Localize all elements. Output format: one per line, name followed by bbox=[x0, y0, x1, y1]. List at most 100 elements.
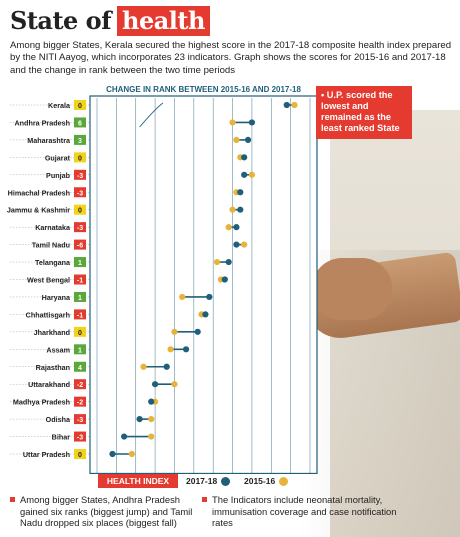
state-label: Punjab bbox=[46, 171, 71, 180]
rank-change-label: 1 bbox=[78, 295, 82, 302]
legend-dot-2015 bbox=[279, 476, 289, 486]
rank-change-label: -2 bbox=[77, 400, 83, 407]
rank-change-label: -1 bbox=[77, 312, 83, 319]
rank-change-badge bbox=[74, 309, 86, 320]
point-2015 bbox=[241, 241, 248, 248]
rank-change-label: -3 bbox=[77, 190, 83, 197]
point-2015 bbox=[148, 416, 155, 423]
point-2017 bbox=[241, 154, 248, 161]
rank-change-badge bbox=[74, 274, 86, 285]
state-label: West Bengal bbox=[27, 276, 70, 285]
state-label: Maharashtra bbox=[27, 136, 71, 145]
point-2015 bbox=[229, 206, 236, 213]
point-2015 bbox=[128, 450, 135, 458]
point-2017 bbox=[248, 119, 256, 126]
state-label: Uttarakhand bbox=[28, 380, 70, 389]
title-accent: health bbox=[117, 6, 210, 36]
point-2017 bbox=[148, 398, 155, 405]
rank-change-badge bbox=[74, 344, 86, 355]
state-label: Telangana bbox=[35, 258, 71, 267]
point-2015 bbox=[233, 136, 240, 143]
point-2017 bbox=[202, 311, 209, 318]
state-label: Kerala bbox=[48, 101, 71, 110]
doctor-hand-photo bbox=[312, 258, 392, 320]
point-2015 bbox=[148, 433, 155, 440]
rank-change-badge bbox=[74, 257, 86, 268]
note-1: Among bigger States, Andhra Pradesh gain… bbox=[20, 494, 193, 528]
state-label: Himachal Pradesh bbox=[8, 188, 70, 197]
point-2017 bbox=[237, 206, 244, 213]
state-label: Uttar Pradesh bbox=[23, 450, 70, 459]
rank-change-label: 0 bbox=[78, 103, 82, 110]
rank-change-badge bbox=[74, 379, 86, 390]
point-2017 bbox=[237, 189, 244, 196]
point-2017 bbox=[225, 258, 232, 266]
point-2015 bbox=[167, 346, 174, 353]
point-2017 bbox=[182, 346, 190, 353]
point-2017 bbox=[151, 381, 159, 388]
state-label: Odisha bbox=[46, 415, 71, 424]
state-label: Andhra Pradesh bbox=[14, 118, 70, 127]
rank-change-label: -2 bbox=[77, 382, 83, 389]
point-2017 bbox=[233, 224, 240, 231]
point-2015 bbox=[225, 224, 232, 231]
point-2017 bbox=[194, 328, 201, 335]
point-2017 bbox=[163, 363, 170, 370]
legend-dot-2017 bbox=[221, 476, 231, 486]
state-label: Chhattisgarh bbox=[26, 310, 70, 319]
rank-change-badge bbox=[74, 204, 86, 215]
point-2017 bbox=[283, 101, 290, 109]
rank-change-label: -1 bbox=[77, 278, 83, 285]
page-subtitle: Among bigger States, Kerala secured the … bbox=[10, 40, 452, 76]
point-2017 bbox=[221, 276, 228, 283]
state-label: Karnataka bbox=[35, 223, 71, 232]
callout-arrow bbox=[139, 102, 164, 128]
state-label: Jammu & Kashmir bbox=[7, 206, 70, 215]
rank-change-badge bbox=[74, 152, 86, 163]
rank-change-label: -3 bbox=[77, 435, 83, 442]
rank-change-label: -6 bbox=[77, 243, 83, 250]
dumbbell-chart: CHANGE IN RANK BETWEEN 2015-16 AND 2017-… bbox=[7, 85, 318, 474]
rank-change-label: -3 bbox=[77, 417, 83, 424]
rank-change-badge bbox=[74, 169, 86, 180]
callout-bullet: • bbox=[321, 90, 327, 100]
point-2017 bbox=[233, 241, 240, 248]
state-label: Haryana bbox=[42, 293, 71, 302]
point-2017 bbox=[109, 450, 116, 458]
state-label: Bihar bbox=[52, 433, 71, 442]
note-bullet-2 bbox=[202, 497, 207, 502]
point-2015 bbox=[171, 328, 178, 335]
page-title: State of health bbox=[10, 6, 210, 36]
rank-change-badge bbox=[74, 117, 86, 128]
point-2017 bbox=[206, 293, 213, 301]
point-2015 bbox=[171, 381, 178, 388]
rank-change-label: 6 bbox=[78, 120, 82, 127]
point-2015 bbox=[179, 293, 186, 301]
rank-change-badge bbox=[74, 222, 86, 233]
rank-change-badge bbox=[74, 187, 86, 198]
legend-item-2015: 2015-16 bbox=[244, 474, 289, 488]
rank-change-badge bbox=[74, 431, 86, 442]
legend-item-2017: 2017-18 bbox=[186, 474, 231, 488]
point-2015 bbox=[248, 171, 256, 178]
legend-text-2015: 2015-16 bbox=[244, 476, 276, 486]
rank-change-badge bbox=[74, 414, 86, 425]
state-label: Tamil Nadu bbox=[32, 241, 70, 250]
rank-change-label: 0 bbox=[78, 452, 82, 459]
legend-label: HEALTH INDEX bbox=[98, 474, 178, 488]
point-2015 bbox=[229, 119, 236, 126]
rank-change-label: 3 bbox=[78, 138, 82, 145]
rank-change-label: 0 bbox=[78, 155, 82, 162]
rank-change-badge bbox=[74, 449, 86, 459]
point-2015 bbox=[140, 363, 147, 370]
rank-change-badge bbox=[74, 134, 86, 145]
callout-box: • U.P. scored the lowest and remained as… bbox=[316, 86, 412, 139]
note-bullet-1 bbox=[10, 497, 15, 502]
point-2017 bbox=[136, 416, 143, 423]
point-2015 bbox=[291, 101, 298, 109]
rank-change-badge bbox=[74, 100, 86, 110]
state-label: Assam bbox=[46, 345, 70, 354]
state-label: Rajasthan bbox=[36, 363, 70, 372]
callout-text: U.P. scored the lowest and remained as t… bbox=[321, 90, 400, 133]
